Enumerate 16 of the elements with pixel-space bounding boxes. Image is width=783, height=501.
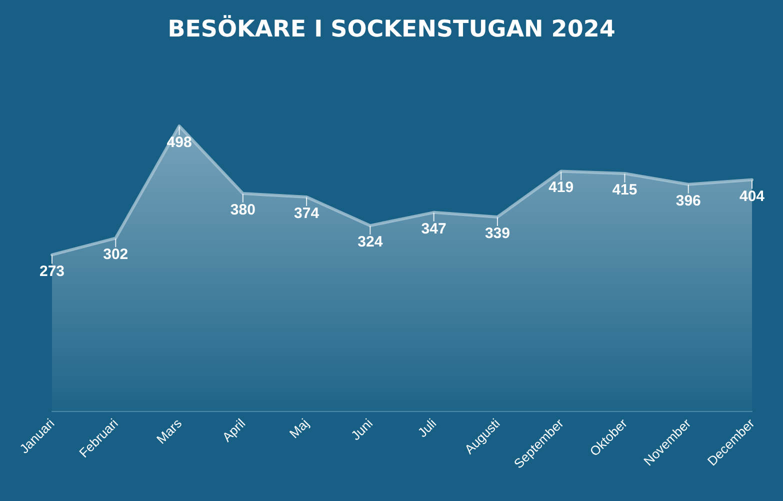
data-label: 396 bbox=[676, 192, 701, 210]
data-label: 302 bbox=[103, 246, 128, 264]
data-label: 380 bbox=[230, 202, 256, 219]
data-label: 339 bbox=[484, 224, 510, 242]
data-label: 273 bbox=[39, 262, 65, 280]
data-label: 498 bbox=[166, 134, 192, 151]
data-label: 415 bbox=[612, 182, 638, 198]
x-tick-label: Juli bbox=[414, 416, 440, 440]
x-tick-label: Maj bbox=[286, 416, 312, 442]
x-tick-label: Juni bbox=[348, 416, 376, 444]
data-label: 324 bbox=[358, 234, 384, 251]
chart-title: BESÖKARE I SOCKENSTUGAN 2024 bbox=[168, 14, 616, 42]
data-label: 404 bbox=[739, 188, 766, 205]
data-label: 419 bbox=[548, 179, 574, 196]
data-label: 374 bbox=[294, 204, 320, 222]
data-label: 347 bbox=[421, 220, 446, 238]
